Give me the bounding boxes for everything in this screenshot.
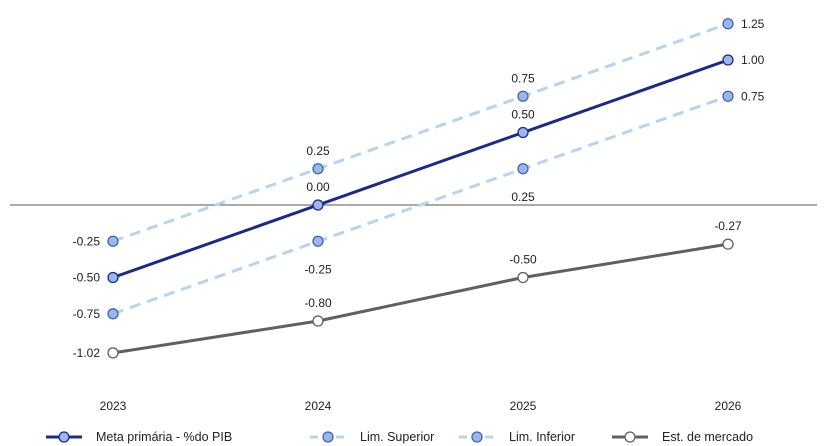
point-meta-prim-ria-do-pib-2026	[722, 54, 734, 66]
point-est-de-mercado-2023	[107, 347, 119, 359]
point-lim-superior-2023	[107, 235, 119, 247]
data-label-est-de-mercado-2025: -0.50	[509, 253, 537, 267]
legend-marker-lim-superior	[322, 431, 334, 443]
data-label-meta-prim-ria-do-pib-2025: 0.50	[511, 108, 535, 122]
data-label-lim-inferior-2025: 0.25	[511, 190, 535, 204]
legend-label-est-de-mercado: Est. de mercado	[662, 430, 753, 444]
series-line-lim-superior	[112, 22, 729, 243]
x-tick-2026: 2026	[715, 399, 742, 413]
data-label-lim-inferior-2024: -0.25	[304, 262, 332, 276]
x-tick-2025: 2025	[510, 399, 537, 413]
point-lim-inferior-2023	[107, 308, 119, 320]
point-meta-prim-ria-do-pib-2023	[107, 271, 119, 284]
x-tick-labels: 2023 2024 2025 2026	[100, 399, 742, 413]
data-label-lim-inferior-2023: -0.75	[73, 307, 101, 321]
point-lim-superior-2025	[517, 90, 529, 102]
point-lim-superior-2026	[722, 18, 734, 30]
point-est-de-mercado-2024	[312, 315, 324, 327]
data-label-lim-superior-2024: 0.25	[306, 144, 330, 158]
data-label-lim-inferior-2026: 0.75	[741, 89, 765, 103]
data-label-lim-superior-2025: 0.75	[511, 71, 535, 85]
legend-marker-meta-prim-ria-do-pib	[58, 431, 70, 443]
point-lim-inferior-2024	[312, 235, 324, 247]
x-tick-2023: 2023	[100, 399, 127, 413]
data-label-meta-prim-ria-do-pib-2026: 1.00	[741, 53, 765, 67]
point-meta-prim-ria-do-pib-2025	[517, 126, 529, 139]
point-est-de-mercado-2026	[722, 238, 734, 250]
data-labels: -0.25 0.25 0.75 1.25 -0.75 -0.25 0.25 0.75 -1.02…	[73, 17, 765, 360]
legend-marker-lim-inferior	[471, 431, 483, 443]
data-label-meta-prim-ria-do-pib-2023: -0.50	[73, 271, 101, 285]
legend-label-meta-prim-ria-do-pib: Meta primária - %do PIB	[96, 430, 232, 444]
point-meta-prim-ria-do-pib-2024	[312, 199, 324, 211]
series-points	[107, 18, 734, 359]
legend-label-lim-superior: Lim. Superior	[360, 430, 434, 444]
data-label-est-de-mercado-2026: -0.27	[714, 219, 742, 233]
point-est-de-mercado-2025	[517, 271, 529, 284]
point-lim-inferior-2026	[722, 90, 734, 102]
legend-marker-est-de-mercado	[624, 431, 636, 443]
data-label-est-de-mercado-2024: -0.80	[304, 296, 332, 310]
point-lim-inferior-2025	[517, 163, 529, 175]
series-line-meta-prim-ria-do-pib	[112, 58, 729, 279]
legend-label-lim-inferior: Lim. Inferior	[509, 430, 575, 444]
data-label-lim-superior-2026: 1.25	[741, 17, 765, 31]
data-label-meta-prim-ria-do-pib-2024: 0.00	[306, 180, 330, 194]
series-line-est-de-mercado	[112, 242, 729, 355]
data-label-lim-superior-2023: -0.25	[73, 234, 101, 248]
data-label-est-de-mercado-2023: -1.02	[73, 346, 101, 360]
x-tick-2024: 2024	[305, 399, 332, 413]
series-line-lim-inferior	[112, 94, 729, 316]
legend: Meta primária - %do PIB Lim. Superior Lim.…	[46, 430, 753, 444]
point-lim-superior-2024	[312, 163, 324, 175]
series-lines	[112, 22, 729, 355]
